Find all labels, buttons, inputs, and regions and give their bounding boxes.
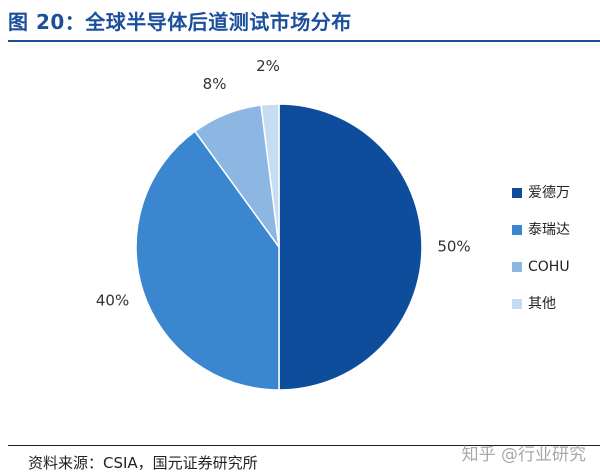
figure-title: 图 20：全球半导体后道测试市场分布 [8, 10, 352, 34]
legend-label-2: 泰瑞达 [528, 222, 570, 238]
slice-value-label-4: 2% [256, 57, 280, 75]
legend-swatch-3 [512, 262, 522, 272]
title-underline [8, 40, 600, 42]
slice-value-label-1: 50% [437, 238, 470, 256]
slice-value-label-3: 8% [203, 75, 227, 93]
source-divider [8, 445, 600, 446]
figure-title-bar: 图 20：全球半导体后道测试市场分布 [0, 0, 600, 42]
slice-value-label-2: 40% [96, 292, 129, 310]
watermark: 知乎 @行业研究 [461, 445, 586, 465]
legend-label-1: 爱德万 [528, 185, 570, 201]
legend-label-3: COHU [528, 259, 570, 275]
source-note: 资料来源：CSIA，国元证券研究所 [28, 454, 258, 472]
pie-slice-2 [135, 130, 280, 391]
legend-label-4: 其他 [528, 296, 556, 312]
pie-slice-4 [260, 103, 280, 248]
pie-slice-1 [278, 103, 423, 391]
legend-swatch-1 [512, 188, 522, 198]
legend-swatch-4 [512, 299, 522, 309]
legend-swatch-2 [512, 225, 522, 235]
